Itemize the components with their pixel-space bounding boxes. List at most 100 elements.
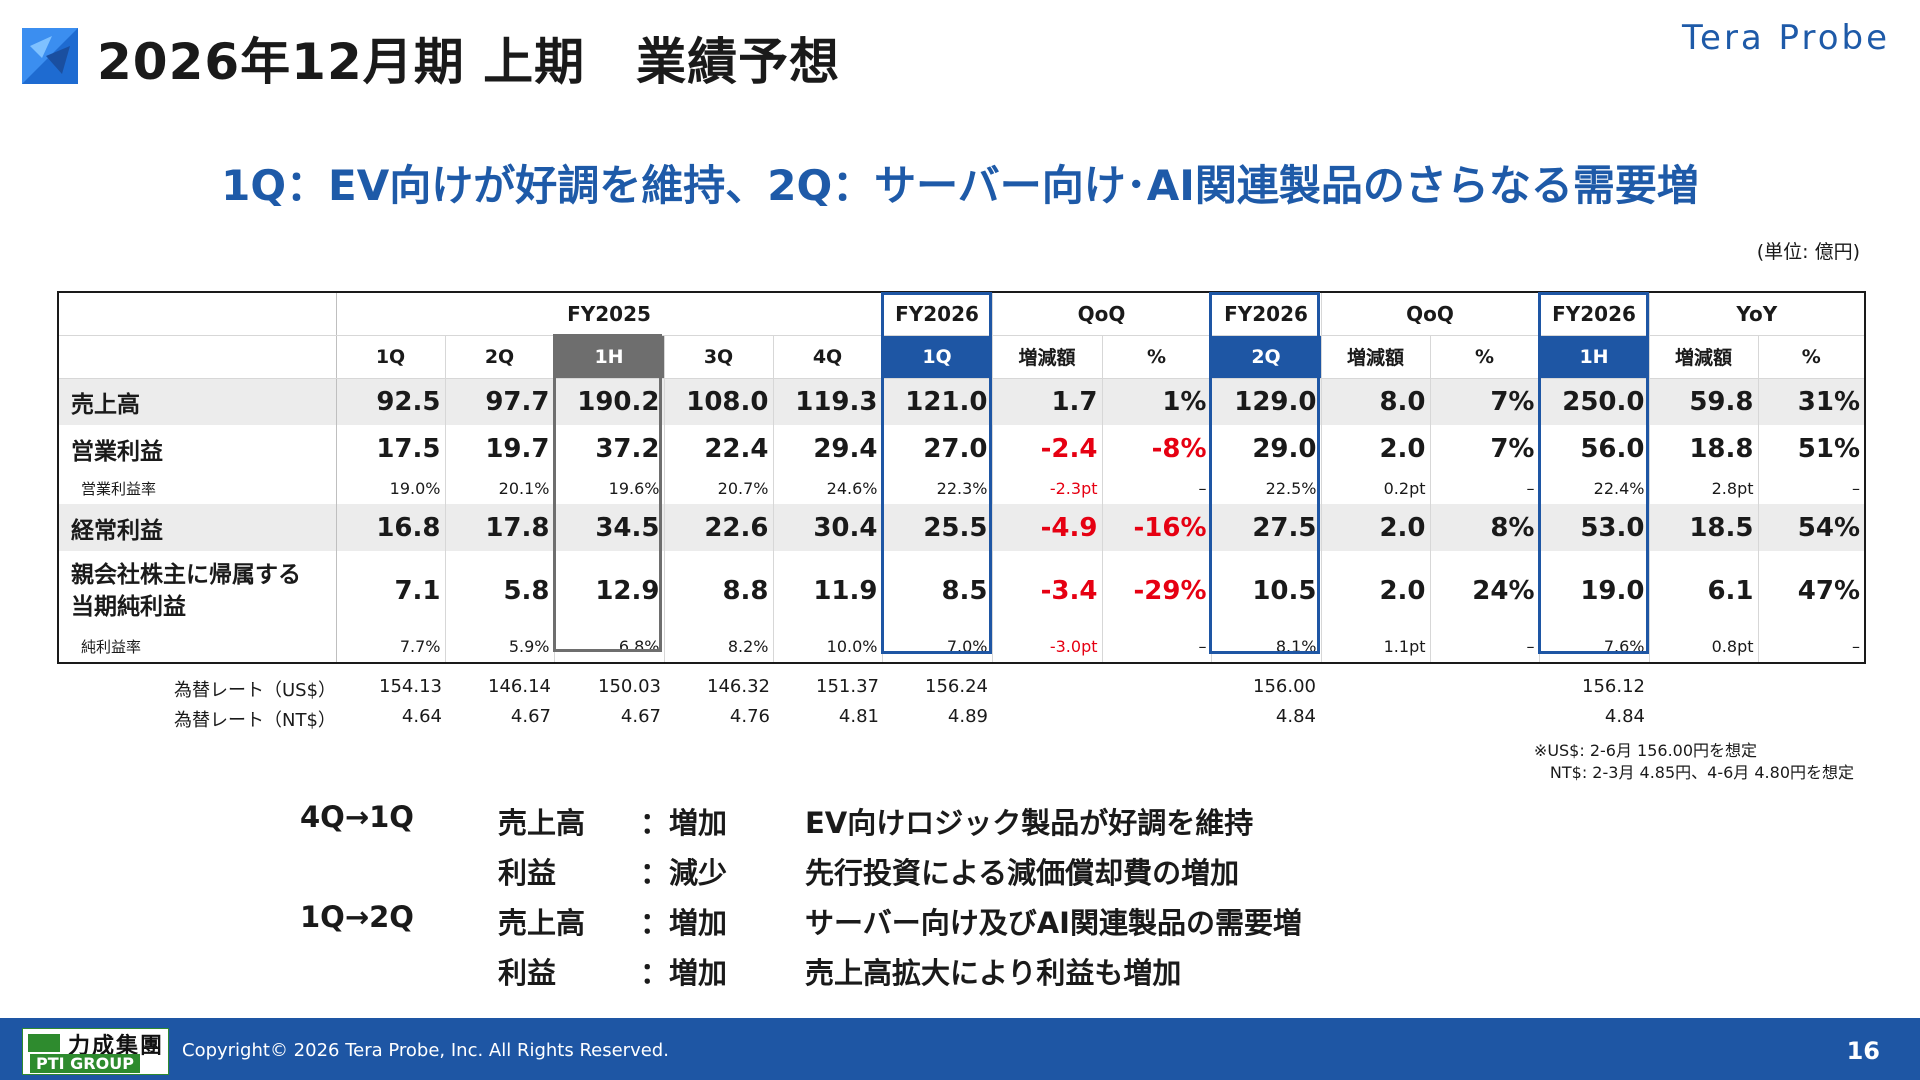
value-cell: 1% [1102, 378, 1212, 425]
sub-header-row: 1Q 2Q 1H 3Q 4Q 1Q 増減額 % 2Q 増減額 % 1H 増減額 … [58, 335, 1866, 379]
fx-usd-value: 156.00 [1253, 676, 1316, 697]
col-group-fy2025: FY2025 [336, 292, 883, 336]
fx-note-line1: ※US$: 2-6月 156.00円を想定 [1533, 741, 1758, 760]
group-header-row: FY2025 FY2026 QoQ FY2026 QoQ FY2026 YoY [58, 292, 1866, 336]
bullet-item: 利益 [498, 856, 557, 890]
value-cell: 8.8 [664, 551, 774, 631]
sub-header: 1Q [336, 335, 446, 379]
value-cell: -3.4 [992, 551, 1103, 631]
value-cell: – [1758, 631, 1866, 663]
col-group-qoq-1: QoQ [992, 292, 1212, 336]
value-cell: 54% [1758, 504, 1866, 551]
bullet-dir: ：増加 [640, 906, 728, 940]
value-cell: 53.0 [1539, 504, 1650, 551]
value-cell: 30.4 [773, 504, 883, 551]
value-cell: 1.1pt [1321, 631, 1431, 663]
highlight-box-fy2025-1h [553, 334, 662, 652]
brand-logo: Tera Probe [1682, 18, 1890, 58]
footer-bar [0, 1018, 1920, 1080]
bullet-dir: ：減少 [640, 856, 728, 890]
bullet-desc: EV向けロジック製品が好調を維持 [805, 806, 1254, 840]
forecast-table: FY2025 FY2026 QoQ FY2026 QoQ FY2026 YoY … [57, 291, 1866, 664]
bullet-period: 1Q→2Q [300, 900, 414, 934]
value-cell: -4.9 [992, 504, 1103, 551]
value-cell: 7.1 [336, 551, 446, 631]
col-group-fy2026-2q: FY2026 [1211, 292, 1322, 336]
sub-header: 増減額 [1649, 335, 1759, 379]
value-cell: 121.0 [882, 378, 993, 425]
value-cell: 8% [1430, 504, 1540, 551]
value-cell: 18.5 [1649, 504, 1759, 551]
value-cell: 24.6% [773, 472, 883, 504]
fx-ntd-value: 4.67 [620, 706, 661, 727]
slide-logo-icon [22, 28, 78, 84]
value-cell: 2.0 [1321, 504, 1431, 551]
row-label: 売上高 [58, 378, 337, 425]
fx-usd-label: 為替レート（US$） [174, 680, 337, 701]
col-group-fy2026-1q: FY2026 [882, 292, 993, 336]
value-cell: 25.5 [882, 504, 993, 551]
value-cell: 8.0 [1321, 378, 1431, 425]
value-cell: 8.2% [664, 631, 774, 663]
value-cell: 31% [1758, 378, 1866, 425]
corner-cell [58, 292, 337, 336]
value-cell: 0.8pt [1649, 631, 1759, 663]
value-cell: 18.8 [1649, 425, 1759, 472]
value-cell: – [1430, 472, 1540, 504]
value-cell: – [1430, 631, 1540, 663]
row-net-income: 親会社株主に帰属する 当期純利益 7.1 5.8 12.9 8.8 11.9 8.5 -3.4… [58, 551, 1866, 631]
fx-usd-value: 154.13 [379, 676, 442, 697]
value-cell: – [1102, 631, 1212, 663]
bullet-item: 売上高 [498, 906, 586, 940]
bullet-desc: 売上高拡大により利益も増加 [805, 956, 1182, 990]
fx-ntd-value: 4.81 [838, 706, 879, 727]
value-cell: 6.8% [554, 631, 665, 663]
fx-ntd-label: 為替レート（NT$） [174, 710, 336, 731]
sub-header: 2Q [445, 335, 555, 379]
value-cell: 190.2 [554, 378, 665, 425]
value-cell: 1.7 [992, 378, 1103, 425]
value-cell: 92.5 [336, 378, 446, 425]
row-operating-margin: 営業利益率 19.0% 20.1% 19.6% 20.7% 24.6% 22.3% -2.3… [58, 472, 1866, 504]
row-label: 親会社株主に帰属する 当期純利益 [58, 551, 337, 631]
row-label: 営業利益率 [58, 472, 337, 504]
value-cell: -3.0pt [992, 631, 1103, 663]
bullet-dir: ：増加 [640, 956, 728, 990]
value-cell: 12.9 [554, 551, 665, 631]
value-cell: -29% [1102, 551, 1212, 631]
value-cell: 20.7% [664, 472, 774, 504]
fx-ntd-value: 4.89 [947, 706, 988, 727]
sub-header: % [1430, 335, 1540, 379]
bullet-period: 4Q→1Q [300, 800, 414, 834]
row-label-line2: 当期純利益 [71, 594, 186, 620]
bullet-dir: ：増加 [640, 806, 728, 840]
value-cell: 22.4 [664, 425, 774, 472]
row-label-line1: 親会社株主に帰属する [71, 562, 301, 588]
fx-ntd-value: 4.84 [1604, 706, 1645, 727]
bullet-desc: サーバー向け及びAI関連製品の需要増 [805, 906, 1302, 940]
value-cell: 108.0 [664, 378, 774, 425]
highlight-box-fy2026-2q [1209, 292, 1320, 654]
value-cell: 2.0 [1321, 425, 1431, 472]
value-cell: -2.4 [992, 425, 1103, 472]
value-cell: 16.8 [336, 504, 446, 551]
value-cell: 37.2 [554, 425, 665, 472]
value-cell: 6.1 [1649, 551, 1759, 631]
value-cell: 34.5 [554, 504, 665, 551]
value-cell: 7.7% [336, 631, 446, 663]
fx-usd-value: 156.24 [925, 676, 988, 697]
value-cell: 7% [1430, 425, 1540, 472]
value-cell: 2.0 [1321, 551, 1431, 631]
fx-usd-value: 146.32 [707, 676, 770, 697]
value-cell: 7.0% [882, 631, 993, 663]
value-cell: 7.6% [1539, 631, 1650, 663]
value-cell: – [1758, 472, 1866, 504]
value-cell: 0.2pt [1321, 472, 1431, 504]
value-cell: 19.0% [336, 472, 446, 504]
value-cell: 56.0 [1539, 425, 1650, 472]
value-cell: 250.0 [1539, 378, 1650, 425]
fx-note-line2: NT$: 2-3月 4.85円、4-6月 4.80円を想定 [1549, 763, 1854, 782]
value-cell: 19.6% [554, 472, 665, 504]
bullet-item: 売上高 [498, 806, 586, 840]
highlight-box-fy2026-1q [881, 292, 992, 654]
